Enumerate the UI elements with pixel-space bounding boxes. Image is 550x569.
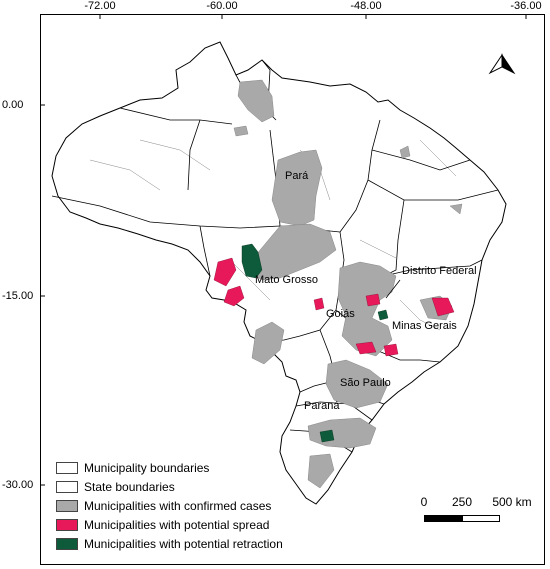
- potential-retraction-areas: [241, 243, 389, 443]
- tick-label-lon-36: -36.00: [510, 0, 542, 12]
- potential-spread-areas: [213, 257, 455, 357]
- tick-marks: [40, 14, 527, 486]
- tick-label-lat-30: -30.00: [2, 479, 34, 491]
- scale-label-500: 500 km: [492, 495, 532, 509]
- scale-label-250: 250: [451, 495, 473, 509]
- scale-bar: 0 250 500 km: [420, 495, 540, 535]
- legend-item-potential-spread: Municipalities with potential spread: [56, 515, 283, 534]
- legend-label: State boundaries: [84, 479, 175, 494]
- tick-label-lon-60: -60.00: [206, 0, 238, 12]
- label-distrito-federal: Distrito Federal: [402, 265, 477, 277]
- label-mato-grosso: Mato Grosso: [255, 274, 318, 286]
- legend-item-confirmed-cases: Municipalities with confirmed cases: [56, 496, 283, 515]
- legend: Municipality boundaries State boundaries…: [56, 458, 283, 553]
- legend-swatch: [56, 461, 78, 474]
- legend-label: Municipalities with confirmed cases: [84, 498, 272, 513]
- confirmed-cases-areas: [233, 79, 463, 489]
- tick-label-lat-0: 0.00: [2, 99, 24, 111]
- legend-label: Municipality boundaries: [84, 460, 210, 475]
- label-para: Pará: [285, 170, 309, 182]
- distrito-federal-leader: [385, 279, 401, 299]
- legend-swatch: [56, 537, 78, 550]
- tick-label-lon-72: -72.00: [84, 0, 116, 12]
- label-parana: Paraná: [304, 400, 340, 412]
- label-minas-gerais: Minas Gerais: [392, 320, 457, 332]
- legend-label: Municipalities with potential retraction: [84, 536, 283, 551]
- legend-label: Municipalities with potential spread: [84, 517, 270, 532]
- label-sao-paulo: São Paulo: [340, 377, 391, 389]
- legend-item-state-boundaries: State boundaries: [56, 477, 283, 496]
- tick-label-lat-15: -15.00: [2, 290, 34, 302]
- scale-segment-white: [462, 515, 500, 522]
- legend-swatch: [56, 480, 78, 493]
- tick-label-lon-48: -48.00: [350, 0, 382, 12]
- legend-swatch: [56, 518, 78, 531]
- scale-segment-black: [424, 515, 462, 522]
- legend-swatch: [56, 499, 78, 512]
- north-arrow-icon: [488, 53, 516, 75]
- legend-item-municipality-boundaries: Municipality boundaries: [56, 458, 283, 477]
- label-goias: Goiás: [326, 308, 355, 320]
- legend-item-potential-retraction: Municipalities with potential retraction: [56, 534, 283, 553]
- scale-label-0: 0: [420, 495, 428, 509]
